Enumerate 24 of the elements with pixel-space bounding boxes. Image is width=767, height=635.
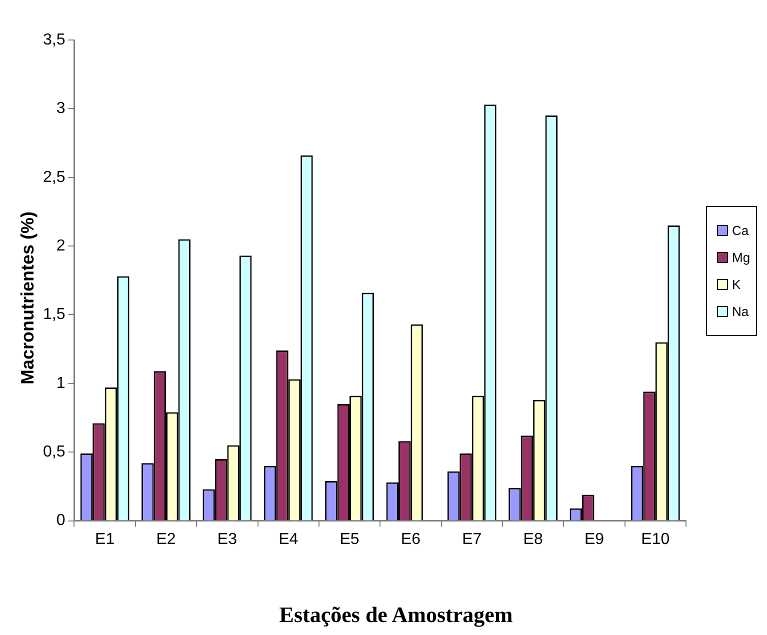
legend-label: K xyxy=(732,277,741,292)
x-tick-label: E8 xyxy=(523,530,543,548)
x-tick-label: E9 xyxy=(584,530,604,548)
x-tick-label: E4 xyxy=(278,530,298,548)
y-tick-label: 0,5 xyxy=(42,444,66,461)
x-axis-title: Estações de Amostragem xyxy=(278,602,514,628)
y-axis-title: Macronutrientes (%) xyxy=(18,211,38,385)
x-tick-label: E3 xyxy=(217,530,238,548)
y-tick-label: 1 xyxy=(56,374,66,392)
x-tick-label: E2 xyxy=(156,530,176,548)
legend-label: Ca xyxy=(732,223,749,238)
x-tick-label: E1 xyxy=(95,530,115,548)
y-tick-label: 0 xyxy=(56,512,66,530)
x-tick-label: E6 xyxy=(400,530,421,548)
y-tick-label: 2,5 xyxy=(42,168,66,186)
x-tick-label: E10 xyxy=(641,530,670,548)
y-tick-label: 2 xyxy=(56,237,66,254)
y-tick-label: 3,5 xyxy=(42,31,66,48)
legend-label: Na xyxy=(732,304,749,319)
legend-label: Mg xyxy=(732,250,750,265)
x-tick-label: E7 xyxy=(462,530,482,548)
y-tick-label: 1,5 xyxy=(42,306,66,324)
y-tick-label: 3 xyxy=(56,100,66,118)
x-tick-label: E5 xyxy=(340,530,360,548)
